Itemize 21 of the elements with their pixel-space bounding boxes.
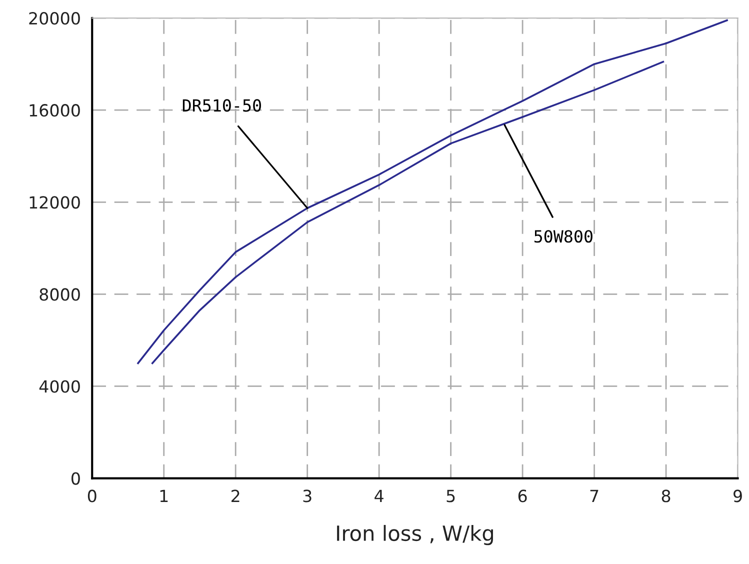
x-tick-label: 4 bbox=[374, 490, 384, 502]
annotation: 50W800 bbox=[534, 230, 592, 243]
y-tick-label: 12000 bbox=[30, 196, 80, 209]
y-tick-label: 8000 bbox=[40, 288, 80, 301]
y-tick-label: 20000 bbox=[29, 12, 80, 25]
x-tick-label: 2 bbox=[232, 490, 240, 502]
y-tick-label: 0 bbox=[72, 472, 80, 485]
y-tick-label: 16000 bbox=[30, 104, 80, 117]
x-tick-label: 6 bbox=[518, 490, 527, 502]
x-tick-label: 9 bbox=[734, 490, 742, 502]
y-tick-label: 4000 bbox=[39, 380, 80, 393]
x-tick-label: 8 bbox=[662, 490, 670, 502]
x-tick-label: 7 bbox=[590, 490, 598, 502]
x-tick-label: 5 bbox=[446, 490, 455, 502]
x-tick-label: 3 bbox=[303, 490, 312, 502]
x-tick-label: 0 bbox=[88, 490, 96, 502]
x-tick-label: 1 bbox=[160, 490, 168, 502]
annotation: DR510-50 bbox=[182, 99, 261, 112]
line-series bbox=[137, 19, 728, 364]
x-axis-title: Iron loss , W/kg bbox=[337, 524, 493, 546]
line-series bbox=[151, 60, 664, 364]
